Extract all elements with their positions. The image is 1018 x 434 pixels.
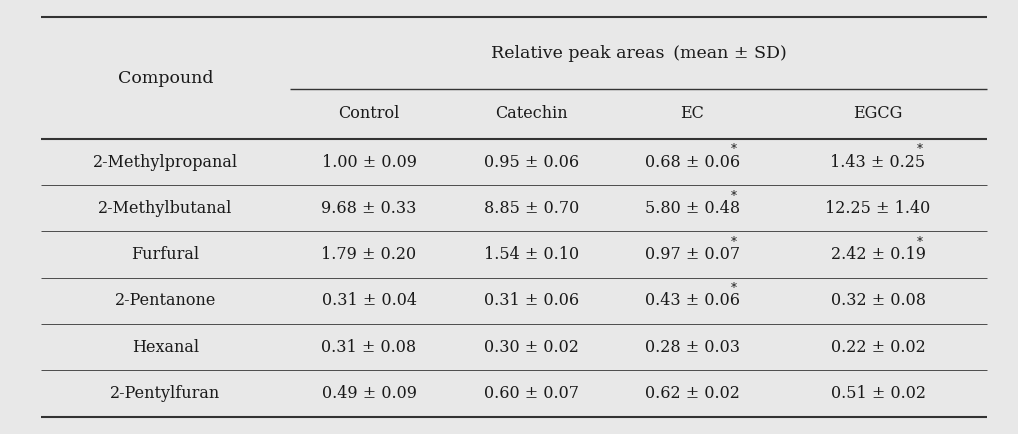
- Text: 0.97 ± 0.07: 0.97 ± 0.07: [644, 246, 740, 263]
- Text: 12.25 ± 1.40: 12.25 ± 1.40: [826, 200, 930, 217]
- Text: Control: Control: [338, 105, 400, 122]
- Text: 0.31 ± 0.06: 0.31 ± 0.06: [485, 293, 579, 309]
- Text: 2-Pentanone: 2-Pentanone: [115, 293, 216, 309]
- Text: 0.60 ± 0.07: 0.60 ± 0.07: [485, 385, 579, 402]
- Text: Catechin: Catechin: [496, 105, 568, 122]
- Text: 2-Methylpropanal: 2-Methylpropanal: [93, 154, 238, 171]
- Text: *: *: [731, 282, 737, 295]
- Text: 1.54 ± 0.10: 1.54 ± 0.10: [485, 246, 579, 263]
- Text: 2.42 ± 0.19: 2.42 ± 0.19: [831, 246, 925, 263]
- Text: 9.68 ± 0.33: 9.68 ± 0.33: [322, 200, 416, 217]
- Text: 0.95 ± 0.06: 0.95 ± 0.06: [485, 154, 579, 171]
- Text: *: *: [731, 143, 737, 156]
- Text: *: *: [917, 236, 923, 249]
- Text: 0.51 ± 0.02: 0.51 ± 0.02: [831, 385, 925, 402]
- Text: Furfural: Furfural: [131, 246, 200, 263]
- Text: 0.68 ± 0.06: 0.68 ± 0.06: [644, 154, 740, 171]
- Text: 0.28 ± 0.03: 0.28 ± 0.03: [644, 339, 740, 356]
- Text: 0.49 ± 0.09: 0.49 ± 0.09: [322, 385, 416, 402]
- Text: *: *: [731, 236, 737, 249]
- Text: 0.43 ± 0.06: 0.43 ± 0.06: [644, 293, 740, 309]
- Text: Relative peak areas (mean ± SD): Relative peak areas (mean ± SD): [491, 45, 787, 62]
- Text: 0.31 ± 0.08: 0.31 ± 0.08: [322, 339, 416, 356]
- Text: 2-Methylbutanal: 2-Methylbutanal: [99, 200, 232, 217]
- Text: EC: EC: [680, 105, 704, 122]
- Text: 1.00 ± 0.09: 1.00 ± 0.09: [322, 154, 416, 171]
- Text: Compound: Compound: [118, 69, 213, 87]
- Text: *: *: [731, 190, 737, 203]
- Text: 0.31 ± 0.04: 0.31 ± 0.04: [322, 293, 416, 309]
- Text: 8.85 ± 0.70: 8.85 ± 0.70: [485, 200, 579, 217]
- Text: 1.79 ± 0.20: 1.79 ± 0.20: [322, 246, 416, 263]
- Text: 1.43 ± 0.25: 1.43 ± 0.25: [831, 154, 925, 171]
- Text: 0.32 ± 0.08: 0.32 ± 0.08: [831, 293, 925, 309]
- Text: 2-Pentylfuran: 2-Pentylfuran: [110, 385, 221, 402]
- Text: Hexanal: Hexanal: [132, 339, 199, 356]
- Text: *: *: [917, 143, 923, 156]
- Text: 0.22 ± 0.02: 0.22 ± 0.02: [831, 339, 925, 356]
- Text: 0.62 ± 0.02: 0.62 ± 0.02: [644, 385, 740, 402]
- Text: EGCG: EGCG: [853, 105, 903, 122]
- Text: 5.80 ± 0.48: 5.80 ± 0.48: [644, 200, 740, 217]
- Text: 0.30 ± 0.02: 0.30 ± 0.02: [485, 339, 579, 356]
